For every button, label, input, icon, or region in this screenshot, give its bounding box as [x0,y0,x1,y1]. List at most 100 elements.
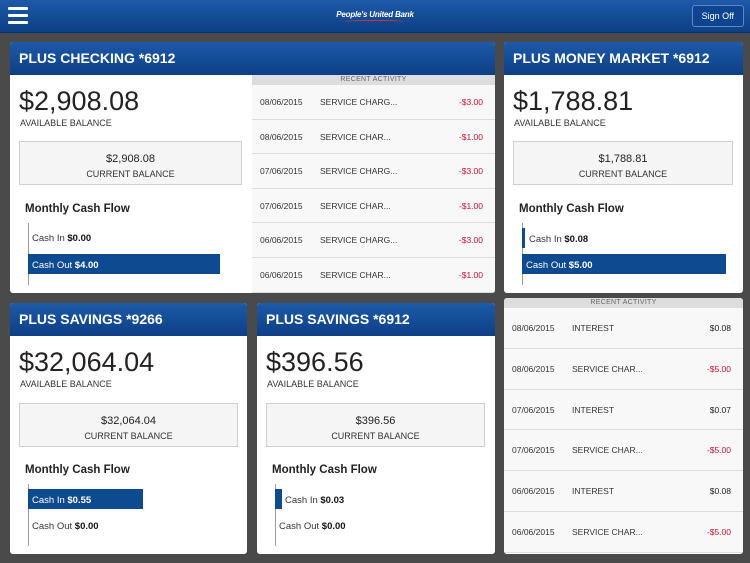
activity-date: 06/06/2015 [260,270,303,280]
activity-row[interactable]: 06/06/2015 SERVICE CHAR... -$1.00 [252,258,495,293]
activity-description: INTEREST [572,486,615,497]
activity-amount: -$3.00 [458,235,483,246]
cash-in-bar [275,489,282,509]
activity-description: SERVICE CHARG... [320,235,398,246]
monthly-cash-flow-title: Monthly Cash Flow [25,203,130,215]
cash-out-row: Cash Out $4.00 [32,260,99,271]
savings-6912-account-card: PLUS SAVINGS *6912 $396.56 AVAILABLE BAL… [257,303,495,554]
current-balance-amount: $32,064.04 [100,415,157,427]
savings-6912-account-title[interactable]: PLUS SAVINGS *6912 [257,303,495,336]
current-balance-box: $396.56 CURRENT BALANCE [266,403,485,447]
current-balance-label: CURRENT BALANCE [331,431,420,441]
activity-amount: -$3.00 [458,97,483,107]
monthly-cash-flow-title: Monthly Cash Flow [25,464,130,476]
money-market-account-card: PLUS MONEY MARKET *6912 $1,788.81 AVAILA… [504,42,743,293]
activity-date: 06/06/2015 [512,527,555,537]
current-balance-box: $1,788.81 CURRENT BALANCE [513,141,733,185]
activity-row[interactable]: 07/06/2015 SERVICE CHAR... -$5.00 [504,430,743,472]
monthly-cash-flow-title: Monthly Cash Flow [519,203,624,215]
activity-amount: -$5.00 [706,527,731,537]
activity-description: SERVICE CHAR... [572,527,643,537]
top-bar: People's United Bank Sign Off [0,0,750,33]
activity-amount: -$1.00 [458,200,483,211]
activity-date: 07/06/2015 [512,445,555,456]
activity-description: SERVICE CHARG... [320,97,398,107]
hamburger-menu-icon[interactable] [8,7,28,25]
activity-date: 08/06/2015 [512,363,555,374]
activity-description: INTEREST [572,404,615,415]
available-balance-label: AVAILABLE BALANCE [20,118,112,128]
activity-row[interactable]: 07/06/2015 SERVICE CHARG... -$3.00 [252,154,495,189]
activity-amount: $0.07 [709,404,731,415]
activity-row[interactable]: 06/06/2015 SERVICE CHAR... -$5.00 [504,512,743,553]
activity-description: SERVICE CHAR... [572,445,643,456]
activity-row[interactable]: 08/06/2015 SERVICE CHAR... -$1.00 [252,119,495,155]
activity-description: SERVICE CHARG... [320,166,398,177]
available-balance-amount: $32,064.04 [19,347,155,377]
cash-out-bar [522,254,726,274]
available-balance-label: AVAILABLE BALANCE [267,379,359,389]
cash-in-bar [522,228,525,248]
available-balance-label: AVAILABLE BALANCE [514,118,606,128]
cash-flow-axis [275,484,276,546]
activity-amount: -$5.00 [706,445,731,456]
cash-in-bar [28,489,143,509]
activity-row[interactable]: 08/06/2015 SERVICE CHAR... -$5.00 [504,348,743,390]
activity-row[interactable]: 07/06/2015 SERVICE CHAR... -$1.00 [252,188,495,224]
cash-in-row: Cash In $0.00 [32,233,92,244]
activity-date: 08/06/2015 [512,323,555,333]
activity-date: 06/06/2015 [260,235,303,246]
activity-date: 06/06/2015 [512,486,555,497]
activity-description: SERVICE CHAR... [320,270,391,280]
savings-9266-account-card: PLUS SAVINGS *9266 $32,064.04 AVAILABLE … [10,303,247,554]
recent-activity-panel: RECENT ACTIVITY 08/06/2015 SERVICE CHARG.… [252,75,495,293]
activity-row[interactable]: 06/06/2015 SERVICE CHARG... -$3.00 [252,223,495,258]
activity-description: SERVICE CHAR... [572,363,643,374]
available-balance-label: AVAILABLE BALANCE [20,379,112,389]
money-market-account-title[interactable]: PLUS MONEY MARKET *6912 [504,42,743,75]
available-balance-amount: $396.56 [266,347,364,377]
activity-row[interactable]: 06/06/2015 INTEREST $0.08 [504,471,743,512]
checking-account-title[interactable]: PLUS CHECKING *6912 [10,42,495,75]
current-balance-amount: $396.56 [355,415,396,427]
activity-description: SERVICE CHAR... [320,131,391,142]
cash-out-row: Cash Out $0.00 [279,521,346,532]
current-balance-amount: $2,908.08 [106,153,155,165]
current-balance-amount: $1,788.81 [598,153,648,165]
activity-description: INTEREST [572,323,615,333]
activity-amount: $0.08 [709,486,731,497]
activity-row[interactable]: 08/06/2015 INTEREST $0.08 [504,308,743,349]
activity-date: 08/06/2015 [260,97,303,107]
activity-date: 07/06/2015 [260,200,303,211]
bank-logo: People's United Bank [330,10,420,23]
available-balance-amount: $1,788.81 [513,86,634,116]
current-balance-label: CURRENT BALANCE [578,169,668,179]
cash-in-row: Cash In $0.03 [285,495,345,506]
monthly-cash-flow-title: Monthly Cash Flow [272,464,377,476]
cash-in-row: Cash In $0.55 [32,495,92,506]
activity-amount: -$1.00 [458,270,483,280]
activity-date: 08/06/2015 [260,131,303,142]
activity-date: 07/06/2015 [260,166,303,177]
activity-amount: -$1.00 [458,131,483,142]
savings-9266-account-title[interactable]: PLUS SAVINGS *9266 [10,303,247,336]
sign-off-button[interactable]: Sign Off [691,5,744,27]
recent-activity-header: RECENT ACTIVITY [504,298,743,308]
activity-row[interactable]: 08/06/2015 SERVICE CHARG... -$3.00 [252,85,495,120]
activity-row[interactable]: 07/06/2015 INTEREST $0.07 [504,389,743,431]
activity-amount: -$5.00 [706,363,731,374]
activity-amount: -$3.00 [458,166,483,177]
activity-amount: $0.08 [709,323,731,333]
cash-out-row: Cash Out $5.00 [526,260,593,271]
cash-in-row: Cash In $0.08 [529,234,589,245]
current-balance-box: $2,908.08 CURRENT BALANCE [19,141,242,185]
cash-out-bar [28,254,220,274]
current-balance-box: $32,064.04 CURRENT BALANCE [19,403,238,447]
checking-account-card: PLUS CHECKING *6912 $2,908.08 AVAILABLE … [10,42,495,293]
current-balance-label: CURRENT BALANCE [86,169,175,179]
available-balance-amount: $2,908.08 [19,86,140,116]
money-market-recent-activity-panel: RECENT ACTIVITY 08/06/2015 INTEREST $0.08 0… [504,298,743,554]
activity-date: 07/06/2015 [512,404,555,415]
recent-activity-header: RECENT ACTIVITY [252,75,495,85]
cash-flow-axis [28,484,29,546]
